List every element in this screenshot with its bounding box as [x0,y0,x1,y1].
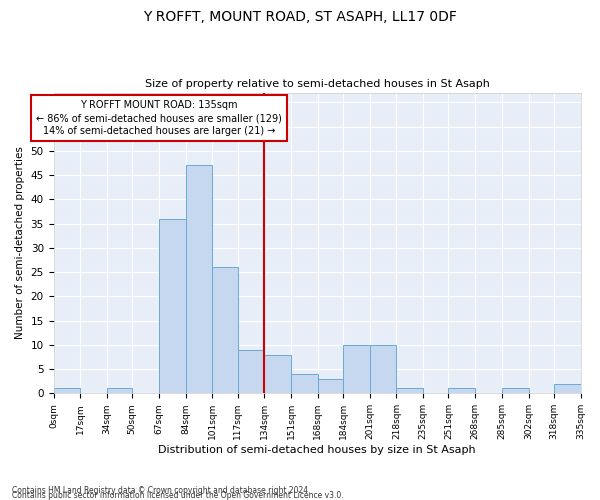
Bar [185,166,212,394]
Bar [159,218,185,394]
Text: Contains public sector information licensed under the Open Government Licence v3: Contains public sector information licen… [12,491,344,500]
Bar [107,388,132,394]
Bar [212,267,238,394]
Bar [448,388,475,394]
Bar [370,345,397,394]
X-axis label: Distribution of semi-detached houses by size in St Asaph: Distribution of semi-detached houses by … [158,445,476,455]
Bar [53,388,80,394]
Bar [397,388,423,394]
Text: Contains HM Land Registry data © Crown copyright and database right 2024.: Contains HM Land Registry data © Crown c… [12,486,311,495]
Text: Y ROFFT, MOUNT ROAD, ST ASAPH, LL17 0DF: Y ROFFT, MOUNT ROAD, ST ASAPH, LL17 0DF [143,10,457,24]
Bar [265,354,291,394]
Bar [291,374,318,394]
Bar [502,388,529,394]
Bar [343,345,370,394]
Text: Y ROFFT MOUNT ROAD: 135sqm
← 86% of semi-detached houses are smaller (129)
14% o: Y ROFFT MOUNT ROAD: 135sqm ← 86% of semi… [36,100,282,136]
Bar [238,350,265,394]
Bar [554,384,581,394]
Y-axis label: Number of semi-detached properties: Number of semi-detached properties [15,146,25,340]
Title: Size of property relative to semi-detached houses in St Asaph: Size of property relative to semi-detach… [145,79,490,89]
Bar [318,379,343,394]
